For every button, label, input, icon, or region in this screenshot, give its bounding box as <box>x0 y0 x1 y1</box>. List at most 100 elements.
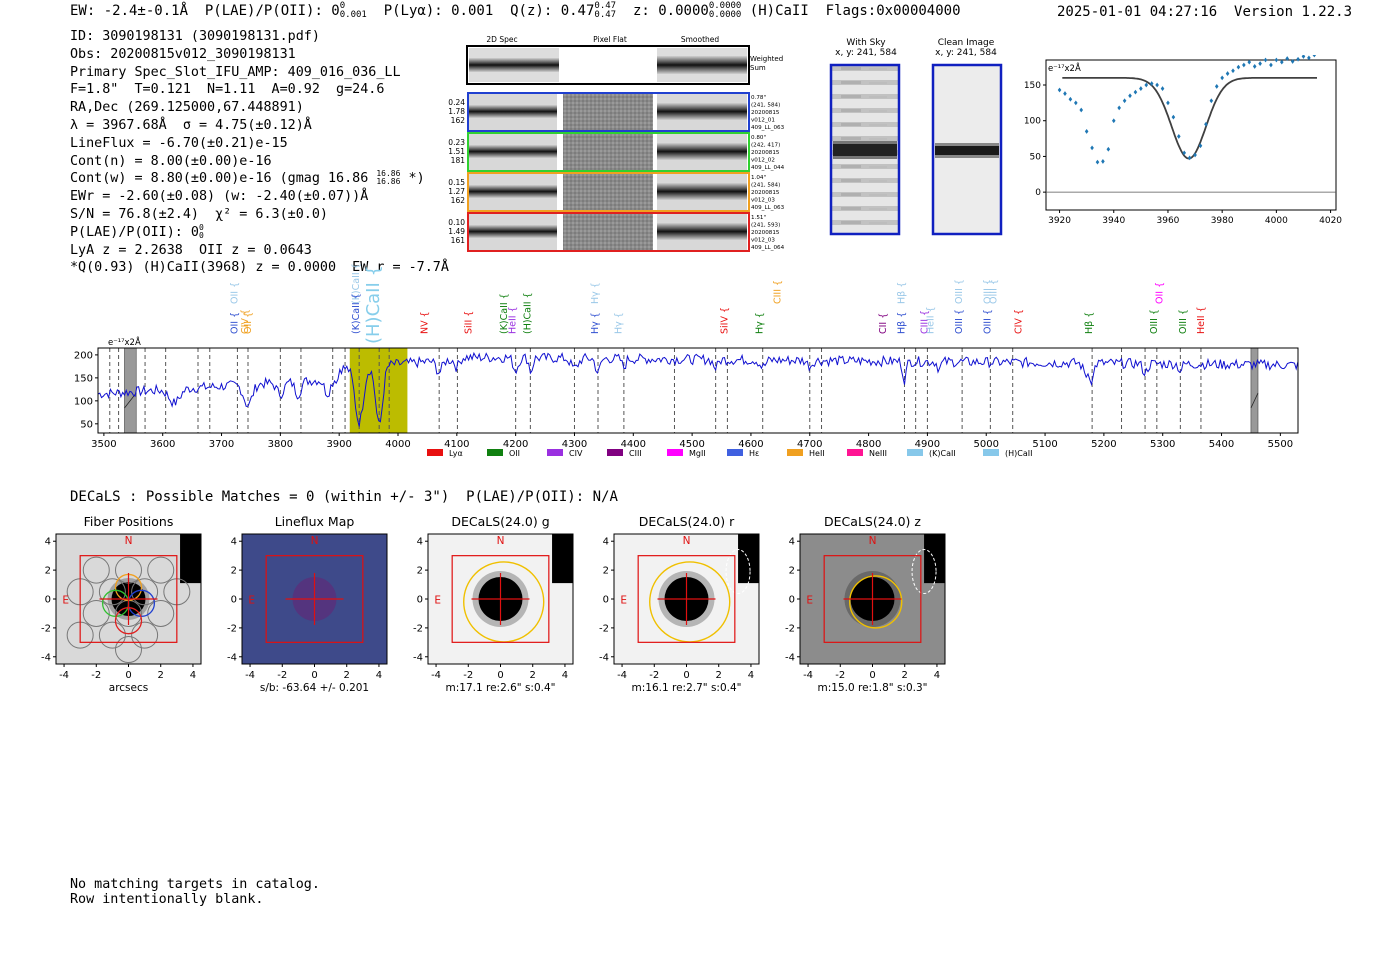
fit-data-point <box>1139 86 1143 91</box>
info-contw: Cont(w) = 8.80(±0.00)e-16 (gmag 16.86 16… <box>70 170 449 188</box>
decals-y-tick-label: 2 <box>603 566 609 577</box>
fit-data-point <box>1263 57 1268 63</box>
decals-x-tick-label: 2 <box>158 670 164 681</box>
decals-y-tick-label: -2 <box>413 623 423 634</box>
decals-neighbor-source <box>738 534 759 584</box>
info-contw-sub: 16.86 <box>376 177 401 187</box>
info-lya: LyA z = 2.2638 OII z = 0.0643 <box>70 242 312 258</box>
decals-x-tick-label: -4 <box>803 670 813 681</box>
decals-y-tick-label: -4 <box>227 652 237 663</box>
spec2d-row-meta: 0.78" <box>751 95 766 101</box>
legend-label: OII <box>509 449 520 458</box>
legend-swatch <box>547 449 563 456</box>
decals-x-tick-label: -2 <box>91 670 101 681</box>
spectrum-x-tick-label: 3900 <box>326 439 351 450</box>
decals-panel: Lineflux Map N E -4 -4 -2 -2 0 0 2 2 4 4 s/b: -63.64 … <box>227 514 388 694</box>
fit-y-tick-label: 150 <box>1024 81 1041 91</box>
weighted-sum-label-2: Sum <box>750 64 766 72</box>
fit-data-point <box>1274 57 1279 63</box>
weighted-sum-row: Weighted Sum <box>466 45 783 85</box>
spec2d-trace <box>469 185 557 198</box>
fit-data-point <box>1242 62 1246 68</box>
spectrum-x-tick-label: 5400 <box>1209 439 1234 450</box>
info-plae-text: P(LAE)/P(OII): 0 <box>70 224 199 240</box>
spectrum-legend: Lyα OII CIV CIII MgII Hε HeII NeIII (K)CaII (H)Ca… <box>427 449 1032 458</box>
decals-neighbor-source <box>924 534 945 584</box>
spectrum-masked-hatch <box>1250 392 1259 409</box>
spectrum-x-tick-label: 4600 <box>738 439 763 450</box>
spec2d-row-meta: 409_LL_044 <box>751 165 785 171</box>
decals-x-tick-label: 4 <box>562 670 568 681</box>
decals-y-tick-label: 0 <box>417 595 423 606</box>
legend-swatch <box>907 449 923 456</box>
spectrum-line-label: OII { <box>243 312 254 334</box>
decals-x-tick-label: -4 <box>431 670 441 681</box>
spectrum-line-label: OIII { <box>982 279 993 304</box>
header-timestamp: 2025-01-01 04:27:16 <box>1057 4 1218 20</box>
legend-swatch <box>607 449 623 456</box>
fit-data-point <box>1084 129 1089 134</box>
decals-x-tick-label: 0 <box>125 670 131 681</box>
info-fit: F=1.8" T=0.121 N=1.11 A=0.92 g=24.6 <box>70 82 385 98</box>
decals-north-label: N <box>683 535 691 547</box>
spectrum-line-label: (K)CaII { <box>499 293 510 334</box>
fit-y-tick-label: 0 <box>1035 188 1041 198</box>
decals-panel-title: Fiber Positions <box>84 514 174 529</box>
fit-data-point <box>1279 59 1284 65</box>
spectrum-line-label: Hγ { <box>590 282 601 304</box>
info-contn: Cont(n) = 8.00(±0.00)e-16 <box>70 153 272 169</box>
spec2d-col-2dspec: 2D Spec <box>486 35 517 44</box>
spectrum-line-label: Hγ { <box>755 312 766 334</box>
spectrum-x-tick-label: 3500 <box>91 439 116 450</box>
spectrum-axes: 3500 3600 3700 3800 3900 4000 4100 4200 4300 4400… <box>74 350 1293 450</box>
spec2d-row-border <box>467 92 750 132</box>
fit-data-point <box>1290 59 1295 64</box>
fit-x-tick-label: 3980 <box>1211 216 1234 226</box>
decals-x-tick-label: 2 <box>716 670 722 681</box>
decals-x-tick-label: 4 <box>748 670 754 681</box>
fiber-position <box>131 621 159 649</box>
spec2d-col-smoothed: Smoothed <box>681 35 720 44</box>
legend-swatch <box>427 449 443 456</box>
spectrum-line-label: Hγ { <box>590 312 601 334</box>
spectrum-line-label: NV { <box>419 311 430 334</box>
spec2d-row-meta: 20200815 <box>751 190 780 196</box>
spectrum-x-tick-label: 5200 <box>1091 439 1116 450</box>
legend-swatch <box>983 449 999 456</box>
info-contw-sup: 16.86 <box>376 169 401 179</box>
decals-x-tick-label: -4 <box>245 670 255 681</box>
with-sky-title: With Sky x, y: 241, 584 <box>830 38 902 58</box>
fit-data-point <box>1220 75 1224 81</box>
spec2d-row-meta: v012_03 <box>751 238 775 244</box>
spectrum-line-label: OII { <box>229 312 240 334</box>
spectrum-line-markers <box>109 347 1259 434</box>
decals-y-tick-label: 2 <box>231 566 237 577</box>
fiber-position <box>115 636 142 664</box>
decals-y-tick-label: 4 <box>417 537 423 548</box>
cutout-images <box>829 63 1003 236</box>
fit-data-point <box>1214 84 1219 89</box>
decals-y-tick-label: 4 <box>603 537 609 548</box>
clean-image-title-label: Clean Image <box>937 38 995 48</box>
decals-panel-title: DECaLS(24.0) r <box>639 514 735 529</box>
spec2d-row-meta: 409_LL_063 <box>751 125 785 131</box>
decals-panel: DECaLS(24.0) g N E -4 -4 -2 -2 0 0 2 2 4 4 m:17.1 re:… <box>413 514 574 694</box>
spectrum-line-label: HeII { <box>508 306 519 334</box>
fit-data-point <box>1057 87 1062 93</box>
spectrum-x-tick-label: 5100 <box>1032 439 1057 450</box>
decals-x-tick-label: -4 <box>59 670 69 681</box>
spec2d-row-value: 1.49 <box>448 227 465 236</box>
spectrum-x-tick-label: 4100 <box>444 439 469 450</box>
spectrum-y-tick-label: 150 <box>74 373 93 384</box>
decals-aperture <box>849 575 903 629</box>
spec2d-row-value: 0.24 <box>448 98 465 107</box>
decals-neighbor-source <box>180 534 201 584</box>
decals-panel-title: Lineflux Map <box>275 514 355 529</box>
fit-y-tick-label: 100 <box>1024 117 1041 127</box>
spectrum-x-tick-label: 4900 <box>915 439 940 450</box>
spec2d-row-meta: 20200815 <box>751 110 780 116</box>
spec2d-row-meta: 1.51" <box>751 215 766 221</box>
fit-axes: 3920 3940 3960 3980 4000 4020 0 50 100 150 <box>1024 81 1342 226</box>
info-sn: S/N = 76.8(±2.4) χ² = 6.3(±0.0) <box>70 206 328 222</box>
decals-north-label: N <box>869 535 877 547</box>
